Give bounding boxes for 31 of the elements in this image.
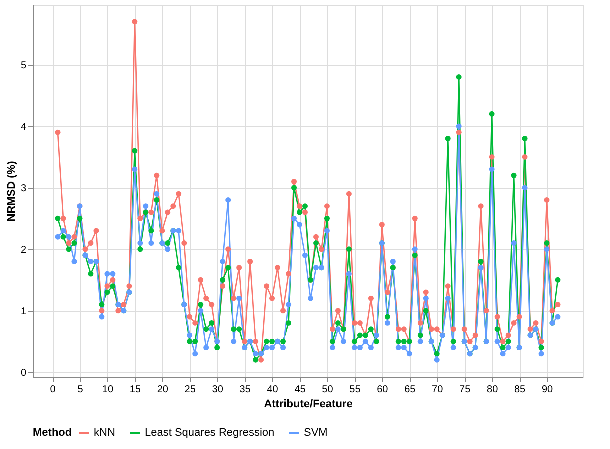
- x-tick-label: 25: [184, 384, 196, 396]
- x-tick-label: 10: [102, 384, 114, 396]
- x-tick-label: 40: [267, 384, 279, 396]
- y-tick-label: 2: [20, 244, 27, 256]
- x-tick-label: 55: [350, 384, 362, 396]
- x-tick-label: 75: [460, 384, 472, 396]
- x-tick-label: 0: [50, 384, 56, 396]
- legend-label: kNN: [94, 427, 116, 439]
- x-tick-label: 20: [157, 384, 169, 396]
- x-tick-label: 5: [78, 384, 84, 396]
- x-tick-label: 15: [130, 384, 142, 396]
- y-axis-title: NRMSD (%): [6, 160, 18, 222]
- x-tick-label: 80: [487, 384, 499, 396]
- legend-label: SVM: [304, 427, 328, 439]
- x-tick-label: 35: [240, 384, 252, 396]
- legend-label: Least Squares Regression: [145, 427, 275, 439]
- x-tick-label: 60: [377, 384, 389, 396]
- y-tick-label: 5: [20, 60, 27, 72]
- x-tick-label: 65: [404, 384, 416, 396]
- x-tick-label: 70: [432, 384, 444, 396]
- x-tick-label: 45: [294, 384, 306, 396]
- x-axis-title: Attribute/Feature: [264, 398, 353, 410]
- y-tick-label: 0: [20, 368, 27, 379]
- x-tick-label: 30: [212, 384, 224, 396]
- x-tick-label: 90: [542, 384, 554, 396]
- x-tick-label: 85: [514, 384, 526, 396]
- y-tick-label: 3: [20, 183, 27, 194]
- x-tick-label: 50: [322, 384, 334, 396]
- y-tick-label: 1: [20, 306, 27, 318]
- legend-title: Method: [33, 427, 72, 439]
- y-tick-label: 4: [20, 122, 27, 133]
